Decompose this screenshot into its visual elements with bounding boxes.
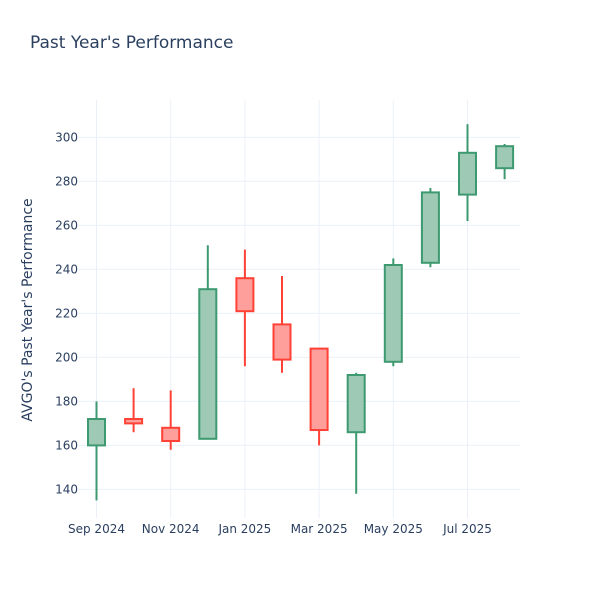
x-tick-label: Sep 2024 [68,522,125,536]
candle-body [346,374,366,434]
y-axis-title: AVGO's Past Year's Performance [20,198,36,421]
y-tick-label: 280 [55,174,78,188]
candle-apr-2025 [346,372,366,494]
x-tick-label: Jul 2025 [442,522,492,536]
candle-body [420,191,440,264]
y-tick-label: 260 [55,218,78,232]
label-layer: 140 160 180 200 220 240 260 280 300 Sep 2024 Nov 2… [55,130,492,536]
candle-body [124,418,144,425]
candle-aug-2025 [495,144,515,180]
y-tick-label: 220 [55,306,78,320]
grid-layer [78,100,520,518]
candle-jun-2025 [420,188,440,268]
candle-body [383,264,403,363]
y-tick-label: 160 [55,438,78,452]
x-tick-label: May 2025 [364,522,423,536]
y-tick-label: 140 [55,482,78,496]
x-tick-label: Jan 2025 [217,522,271,536]
candle-body [272,323,292,361]
candle-body [161,426,181,442]
chart-title: Past Year's Performance [30,33,234,53]
candle-feb-2025 [272,276,292,373]
y-tick-label: 240 [55,262,78,276]
x-tick-label: Mar 2025 [291,522,348,536]
candle-jul-2025 [458,124,477,221]
candle-body [235,277,255,313]
candle-dec-2024 [198,245,218,440]
y-tick-label: 180 [55,394,78,408]
candle-may-2025 [383,258,403,367]
candle-body [309,347,329,432]
candle-body [495,145,515,170]
candle-body [198,288,218,440]
candle-sep-2024 [87,401,106,501]
candle-jan-2025 [235,249,255,367]
candle-body [87,418,106,447]
y-tick-label: 300 [55,130,78,144]
candle-nov-2024 [161,390,181,450]
candle-body [458,151,477,196]
x-tick-label: Nov 2024 [142,522,200,536]
candle-layer [87,124,515,501]
y-tick-label: 200 [55,350,78,364]
candle-mar-2025 [309,347,329,446]
candle-oct-2024 [124,388,144,433]
